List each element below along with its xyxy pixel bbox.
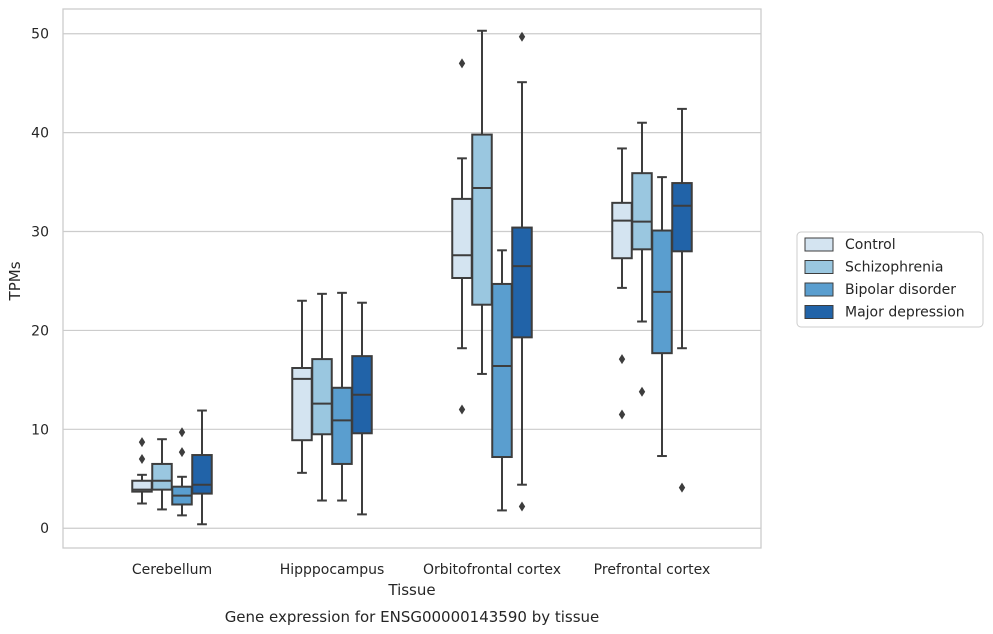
chart-title: Gene expression for ENSG00000143590 by t… [225, 608, 600, 626]
outlier-point [638, 386, 646, 397]
grid-lines [63, 33, 761, 529]
outlier-point [458, 404, 466, 415]
outlier-point [178, 427, 186, 438]
x-axis-label: Tissue [387, 581, 435, 599]
box [191, 454, 213, 495]
outlier-point [138, 437, 146, 448]
legend: Control Schizophrenia Bipolar disorder Majo… [796, 231, 984, 328]
outlier-point [178, 447, 186, 458]
box [631, 172, 653, 251]
box-group [171, 427, 193, 517]
legend-swatch [804, 282, 834, 297]
x-axis-ticks: Cerebellum Hipppocampus Orbitofrontal cort… [132, 562, 710, 578]
box-group [291, 299, 313, 474]
x-tick-label: Cerebellum [132, 562, 212, 578]
y-tick-label: 40 [31, 126, 49, 142]
box-group [191, 409, 213, 526]
y-tick-label: 50 [31, 27, 49, 43]
box [471, 133, 493, 306]
y-tick-label: 20 [31, 323, 49, 339]
y-tick-label: 0 [40, 521, 49, 537]
box [611, 201, 633, 260]
box-group [151, 438, 173, 511]
legend-swatch [804, 305, 834, 319]
legend-swatch [804, 260, 834, 274]
outlier-point [618, 354, 626, 365]
outlier-point [138, 453, 146, 464]
box [331, 386, 353, 465]
y-tick-label: 10 [31, 422, 49, 438]
y-axis-label: TPMs [6, 261, 24, 301]
box-group [471, 29, 493, 375]
box [451, 197, 473, 280]
outlier-point [458, 58, 466, 69]
legend-swatch [804, 237, 834, 252]
x-tick-label: Prefrontal cortex [594, 562, 711, 578]
outlier-point [678, 482, 686, 493]
box-group [331, 291, 353, 502]
outlier-point [518, 501, 526, 512]
box-group [131, 437, 153, 505]
box-group [651, 176, 673, 458]
box-group [611, 147, 633, 420]
legend-frame [796, 231, 984, 328]
outlier-point [518, 31, 526, 42]
box-group [491, 249, 513, 512]
box [511, 226, 533, 339]
box-group [671, 107, 693, 493]
box-group [451, 58, 473, 415]
legend-label: Schizophrenia [845, 260, 943, 276]
plot-frame [62, 8, 762, 549]
x-tick-label: Hipppocampus [280, 562, 385, 578]
box-group [351, 301, 373, 516]
box-plots [131, 29, 693, 526]
x-tick-label: Orbitofrontal cortex [423, 562, 561, 578]
box [491, 282, 513, 459]
y-axis-ticks: 0 10 20 30 40 50 [31, 27, 49, 537]
box [671, 182, 693, 253]
box-group [511, 31, 533, 512]
box [151, 462, 173, 491]
legend-label: Control [845, 237, 896, 253]
y-tick-label: 30 [31, 225, 49, 241]
legend-label: Bipolar disorder [845, 282, 956, 298]
outlier-point [618, 409, 626, 420]
box-group [631, 121, 653, 397]
box [311, 358, 333, 436]
legend-label: Major depression [845, 305, 965, 321]
box-group [311, 292, 333, 502]
